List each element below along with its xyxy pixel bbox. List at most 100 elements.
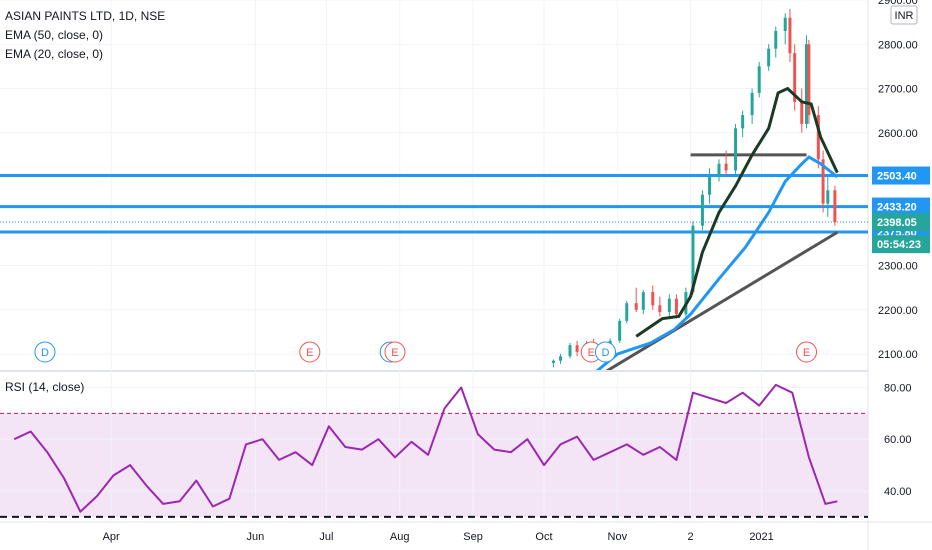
candle xyxy=(833,185,837,226)
candle-body xyxy=(783,17,787,31)
level-price-tag-text: 2433.20 xyxy=(877,202,917,214)
marker-circle xyxy=(299,341,321,363)
candle-body xyxy=(833,190,837,223)
candle xyxy=(575,340,579,357)
price-tick-label: 2800.00 xyxy=(878,39,918,51)
candle xyxy=(641,289,645,315)
candle-body xyxy=(559,356,563,361)
candle xyxy=(651,285,655,310)
candle xyxy=(783,13,787,45)
marker-letter: D xyxy=(41,347,49,359)
time-tick-label: 2 xyxy=(688,531,694,543)
countdown-tag: 05:54:23 xyxy=(872,235,930,254)
time-tick-label: Oct xyxy=(535,531,552,543)
candle-body xyxy=(741,115,745,129)
dividend-marker[interactable]: D xyxy=(594,341,616,363)
candle xyxy=(568,343,572,359)
price-pane-background xyxy=(0,0,868,370)
currency-badge[interactable]: INR xyxy=(890,5,918,25)
price-tick-label: 2100.00 xyxy=(878,349,918,361)
ema20-line xyxy=(635,86,839,338)
candle xyxy=(625,300,629,324)
candle xyxy=(788,8,792,62)
trendline[interactable] xyxy=(605,231,839,371)
earnings-marker[interactable]: E xyxy=(796,341,818,363)
marker-circle xyxy=(384,341,406,363)
candle-body xyxy=(800,101,804,124)
candle xyxy=(717,159,721,182)
gridlines xyxy=(0,0,868,522)
earnings-marker[interactable]: E xyxy=(299,341,321,363)
candle-body xyxy=(651,292,655,306)
candle-body xyxy=(634,303,638,310)
price-pane: DEDEEDE xyxy=(0,8,868,371)
candle xyxy=(634,287,638,313)
candle xyxy=(826,177,830,217)
candle xyxy=(658,296,662,317)
legend-rsi: RSI (14, close) xyxy=(5,380,84,394)
candle xyxy=(767,44,771,71)
candle xyxy=(559,354,563,364)
rsi-pane xyxy=(0,383,868,518)
candle-body xyxy=(793,53,797,102)
marker-letter: E xyxy=(306,347,313,359)
candle-body xyxy=(821,159,825,204)
candle-body xyxy=(750,92,754,116)
countdown-tag-text: 05:54:23 xyxy=(877,239,921,251)
legend-title: ASIAN PAINTS LTD, 1D, NSE xyxy=(5,9,165,23)
price-tick-label: 2200.00 xyxy=(878,305,918,317)
candle xyxy=(618,318,622,344)
earnings-marker[interactable]: E xyxy=(384,341,406,363)
currency-label: INR xyxy=(895,10,914,22)
last-price-tag-text: 2398.05 xyxy=(877,217,917,229)
time-tick-label: Jul xyxy=(319,531,333,543)
candle-body xyxy=(700,194,704,226)
candle-body xyxy=(625,303,629,321)
candle-body xyxy=(658,305,662,313)
marker-letter: E xyxy=(588,347,595,359)
last-price-tag-box xyxy=(872,213,930,232)
candle-body xyxy=(807,44,811,116)
currency-badge-box xyxy=(890,5,918,25)
candle-body xyxy=(734,128,738,171)
candle-body xyxy=(641,292,645,310)
candle xyxy=(793,44,797,111)
price-tick-label: 2600.00 xyxy=(878,128,918,140)
candle xyxy=(750,88,754,124)
legend: ASIAN PAINTS LTD, 1D, NSE EMA (50, close… xyxy=(5,9,165,394)
marker-circle xyxy=(34,341,56,363)
rsi-tick-label: 80.00 xyxy=(884,383,912,395)
rsi-line xyxy=(13,383,838,513)
candle xyxy=(700,190,704,231)
price-tick-label: 2700.00 xyxy=(878,84,918,96)
ema50-line xyxy=(595,155,839,370)
level-price-tag-text: 2503.40 xyxy=(877,171,917,183)
candle-body xyxy=(708,177,712,195)
marker-circle xyxy=(796,341,818,363)
candle-body xyxy=(618,320,622,341)
marker-letter: E xyxy=(391,347,398,359)
candle-body xyxy=(816,115,820,160)
dividend-marker[interactable]: D xyxy=(34,341,56,363)
candle-body xyxy=(568,345,572,357)
candle xyxy=(807,39,811,124)
time-tick-label: 2021 xyxy=(749,531,773,543)
candle-body xyxy=(774,30,778,49)
marker-letter: D xyxy=(601,347,609,359)
candle-body xyxy=(667,298,671,313)
candle xyxy=(674,294,678,319)
candle xyxy=(551,359,555,368)
candle-body xyxy=(717,163,721,178)
rsi-band xyxy=(0,413,868,517)
rsi-tick-label: 40.00 xyxy=(884,486,912,498)
candle-body xyxy=(826,190,830,204)
candle xyxy=(757,61,761,98)
candle-body xyxy=(691,225,695,293)
marker-circle xyxy=(594,341,616,363)
marker-letter: E xyxy=(803,347,810,359)
candle xyxy=(816,106,820,169)
time-tick-label: Aug xyxy=(390,531,410,543)
